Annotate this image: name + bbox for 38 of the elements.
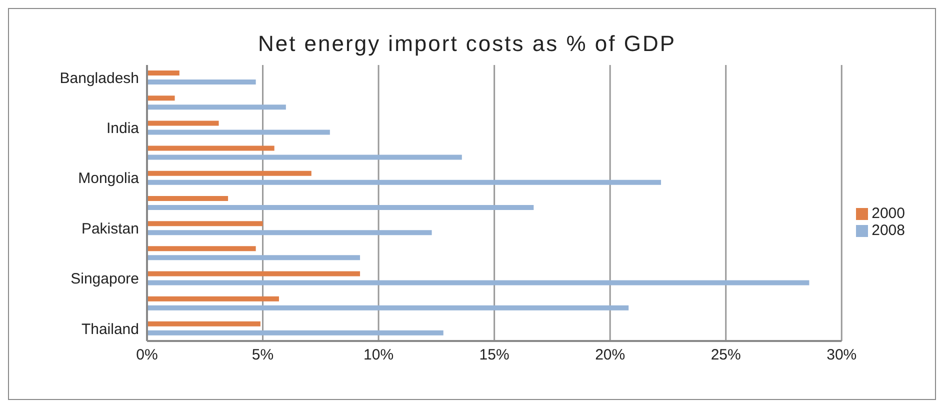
bar [147,80,256,85]
bar [147,271,360,276]
bar [147,221,263,226]
bar [147,104,286,110]
y-tick-label: Thailand [81,320,139,338]
legend-label: 2000 [872,205,905,222]
y-tick-label: Mongolia [78,170,140,188]
bar [147,204,534,210]
chart-title: Net energy import costs as % of GDP [256,31,678,57]
legend-label: 2008 [872,222,905,239]
x-tick-label: 20% [595,346,626,364]
x-tick-label: 15% [479,346,510,364]
bar [147,146,274,151]
y-tick-label: India [106,120,140,138]
bar [147,96,175,101]
bar [147,280,810,286]
x-tick-label: 30% [826,346,857,364]
y-tick-label: Bangladesh [60,70,139,87]
bar [147,255,360,260]
bar [147,305,629,310]
x-tick-label: 0% [136,346,158,364]
bar [147,154,462,160]
x-tick-label: 10% [364,346,394,364]
bar [147,120,219,126]
bar [147,330,444,336]
bar [147,170,312,176]
bar [147,296,279,302]
bar [147,230,432,236]
bar [147,196,228,201]
bar [147,130,330,135]
bar [147,321,260,326]
bar [147,70,180,76]
x-tick-label: 5% [252,346,274,364]
y-tick-label: Pakistan [81,220,139,238]
bar [147,246,256,252]
x-tick-label: 25% [710,346,741,364]
bar [147,180,662,185]
y-tick-label: Singapore [70,270,139,288]
